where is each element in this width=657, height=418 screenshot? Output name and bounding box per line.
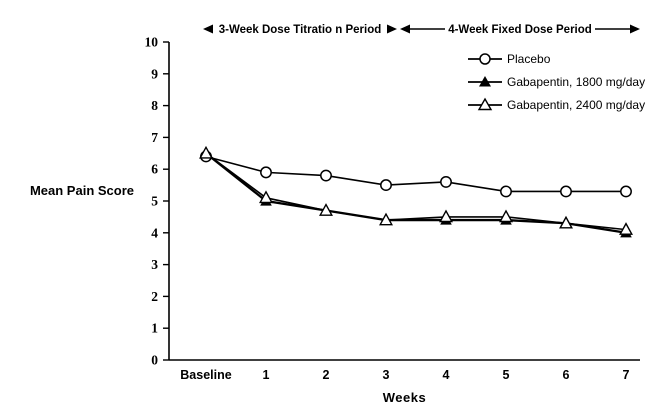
legend-label: Placebo [507,51,551,66]
y-tick-label: 5 [151,194,158,209]
y-tick-label: 7 [151,130,158,145]
annotation-label: 4-Week Fixed Dose Period [448,24,592,36]
data-point-open-triangle [199,145,213,159]
open-circle-marker-icon [468,52,502,65]
data-point-open-triangle [619,222,633,235]
arrow-left-head-icon [400,24,410,34]
y-tick-label: 2 [151,289,158,304]
y-tick-label: 6 [151,162,158,177]
y-tick-label: 3 [151,257,158,272]
y-tick-label: 9 [151,66,158,81]
data-point-open-triangle [439,209,453,223]
x-tick-label: Baseline [180,368,231,382]
data-point-open-circle [500,185,512,198]
legend-item-placebo: Placebo [468,47,645,70]
y-axis-title: Mean Pain Score [29,183,135,198]
y-tick-label: 4 [151,225,158,240]
x-tick-label: 4 [443,368,450,382]
data-point-open-triangle [559,215,573,229]
data-point-open-triangle [499,209,513,223]
legend-label: Gabapentin, 1800 mg/day [507,74,646,89]
filled-triangle-marker-icon [468,75,502,86]
legend: Placebo Gabapentin, 1800 mg/day Gabapent… [468,47,645,116]
data-point-open-circle [560,185,572,198]
series-line-placebo [205,155,626,193]
arrow-left-head-icon [203,24,213,34]
legend-label: Gabapentin, 2400 mg/day [507,97,646,112]
legend-item-gabapentin-1800: Gabapentin, 1800 mg/day [468,70,645,93]
data-point-open-triangle [259,190,273,204]
y-tick-label: 1 [151,321,158,336]
data-point-open-triangle [379,212,393,226]
x-axis-title: Weeks [382,390,427,405]
data-point-open-circle [260,166,272,179]
x-tick-label: 5 [503,368,510,382]
y-tick-label: 0 [151,353,158,368]
arrow-right-head-icon [387,24,397,34]
x-tick-label: 2 [323,368,330,382]
y-tick-label: 8 [151,98,158,113]
open-triangle-marker-icon [468,97,502,110]
x-tick-label: 1 [263,368,270,382]
data-point-open-circle [620,185,632,198]
data-point-open-circle [320,169,332,182]
data-point-open-triangle [319,203,333,216]
series-line-gabapentin-2400 [205,152,627,231]
annotation-label: 3-Week Dose Titratio n Period [219,24,382,36]
legend-item-gabapentin-2400: Gabapentin, 2400 mg/day [468,93,645,116]
data-point-open-circle [380,179,392,192]
arrow-right-head-icon [630,24,640,34]
x-tick-label: 3 [383,368,390,382]
y-tick-label: 10 [145,35,159,50]
x-tick-label: 7 [623,368,630,382]
x-tick-label: 6 [563,368,570,382]
data-point-open-circle [440,175,452,188]
